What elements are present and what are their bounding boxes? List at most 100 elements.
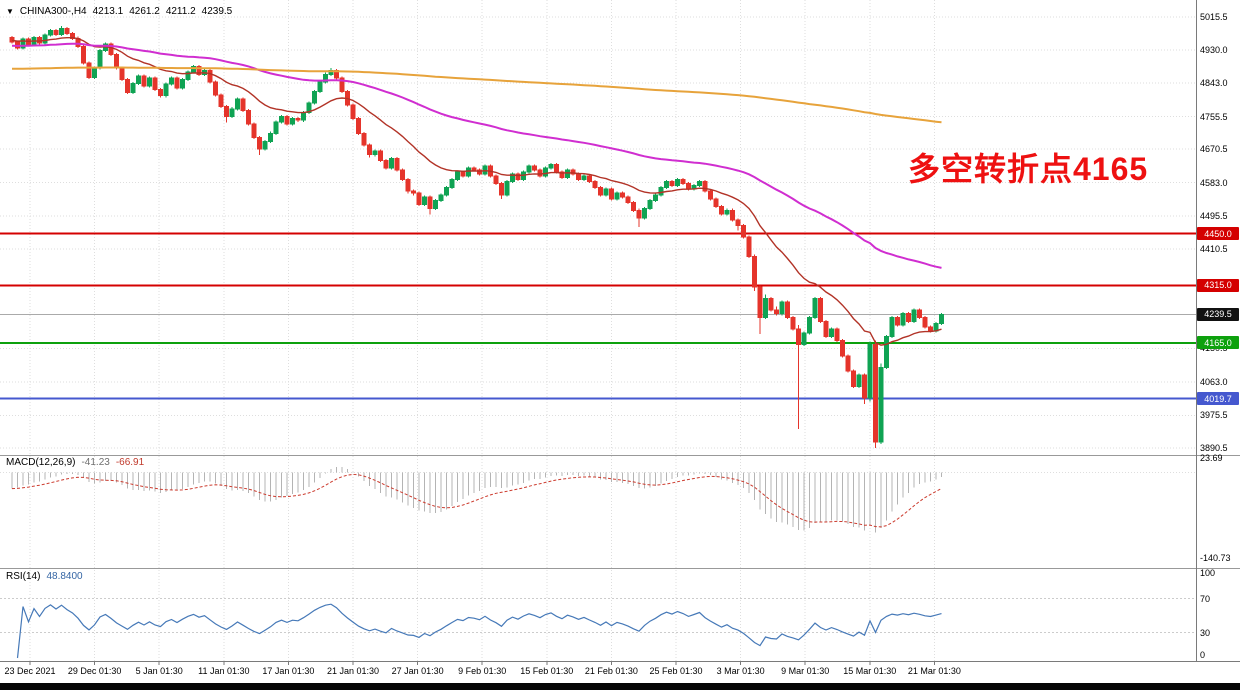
- candle-body: [383, 159, 389, 169]
- candle-body: [130, 82, 136, 94]
- candle-body: [152, 77, 158, 91]
- candle-body: [774, 309, 779, 315]
- time-axis-label: 29 Dec 01:30: [67, 666, 122, 676]
- candle-body: [460, 171, 466, 177]
- rsi-indicator-header: RSI(14) 48.8400: [6, 571, 83, 582]
- candle-body: [213, 81, 218, 96]
- candle-body: [653, 194, 658, 202]
- price-axis-label: 5015.5: [1200, 12, 1228, 22]
- candle-body: [620, 192, 625, 198]
- candle-body: [658, 186, 664, 196]
- rsi-axis-label: 30: [1200, 627, 1211, 638]
- candle-body: [125, 79, 130, 94]
- candle-body: [53, 30, 59, 35]
- candle-body: [598, 186, 603, 196]
- candle-body: [840, 340, 845, 357]
- macd-signal-line: [11, 473, 942, 528]
- candle-body: [455, 171, 460, 181]
- candle-body: [807, 317, 812, 334]
- time-axis-label: 3 Mar 01:30: [716, 666, 765, 676]
- candle-body: [867, 343, 873, 399]
- candle-body: [262, 140, 268, 150]
- candle-body: [114, 53, 119, 69]
- candle-body: [768, 297, 774, 311]
- candle-body: [939, 313, 944, 324]
- candle-body: [664, 181, 669, 188]
- candle-body: [433, 200, 438, 209]
- candle-body: [427, 196, 433, 209]
- price-axis-label: 4843.0: [1200, 78, 1228, 89]
- price-badge-4019.7: 4019.7: [1197, 392, 1239, 405]
- candle-body: [642, 207, 647, 219]
- candle-body: [543, 167, 548, 177]
- candle-body: [42, 34, 48, 44]
- candle-body: [878, 366, 884, 443]
- candle-body: [411, 190, 416, 194]
- price-axis-label: 4670.5: [1200, 144, 1228, 155]
- candle-body: [273, 121, 279, 134]
- chart-ohlc-header: ▼ CHINA300-,H4 4213.1 4261.2 4211.2 4239…: [6, 6, 232, 17]
- candle-body: [438, 194, 444, 202]
- moving-average-fast: [11, 37, 942, 346]
- candle-body: [9, 36, 15, 43]
- price-axis[interactable]: 5015.5 4930.0 4843.0 4755.5 4670.5 4583.0 4495…: [1196, 0, 1240, 661]
- time-axis-label: 21 Feb 01:30: [584, 666, 638, 676]
- candle-body: [466, 167, 471, 177]
- time-axis-label: 17 Jan 01:30: [262, 666, 315, 676]
- candle-body: [713, 198, 719, 207]
- candle-body: [339, 77, 345, 93]
- candle-body: [400, 169, 405, 181]
- time-axis[interactable]: 23 Dec 2021 29 Dec 01:30 5 Jan 01:30 11 Jan…: [0, 661, 1240, 682]
- candle-body: [906, 313, 911, 322]
- ohlc-high-value: 4261.2: [129, 6, 160, 17]
- candle-body: [180, 79, 185, 89]
- candle-body: [669, 181, 675, 186]
- price-badge-4239.5: 4239.5: [1197, 307, 1239, 321]
- candle-body: [757, 286, 763, 319]
- candle-body: [702, 181, 708, 192]
- candle-body: [554, 163, 559, 173]
- candle-body: [873, 343, 878, 443]
- time-axis-label: 15 Mar 01:30: [843, 666, 897, 676]
- bottom-bar[interactable]: [0, 683, 1240, 690]
- ohlc-low-value: 4211.2: [165, 6, 196, 17]
- candle-body: [570, 169, 576, 175]
- candle-body: [169, 77, 174, 85]
- candle-body: [422, 196, 427, 206]
- annotation-text[interactable]: 多空转折点4165: [908, 151, 1149, 187]
- time-axis-label: 9 Feb 01:30: [458, 666, 507, 676]
- candle-body: [922, 317, 928, 328]
- candle-body: [26, 38, 31, 46]
- candle-body: [928, 326, 933, 332]
- candle-body: [900, 313, 906, 326]
- price-axis-label: 4583.0: [1200, 177, 1228, 188]
- candle-body: [372, 150, 378, 156]
- rsi-axis-label: 70: [1200, 593, 1211, 604]
- candle-body: [323, 73, 328, 83]
- candle-body: [834, 328, 840, 342]
- candle-body: [306, 102, 312, 114]
- price-axis-label: 4755.5: [1200, 111, 1228, 122]
- candle-body: [862, 374, 867, 399]
- candle-body: [317, 81, 323, 93]
- candle-body: [697, 181, 702, 186]
- candle-body: [609, 188, 614, 200]
- candle-body: [746, 236, 752, 257]
- candle-body: [686, 182, 691, 190]
- candle-body: [763, 297, 768, 319]
- time-axis-label: 9 Mar 01:30: [781, 666, 830, 676]
- candle-body: [136, 75, 141, 84]
- candle-body: [48, 30, 53, 36]
- moving-average-medium: [11, 42, 942, 269]
- candle-body: [246, 110, 251, 125]
- candle-body: [548, 163, 554, 169]
- symbol-dropdown-icon[interactable]: ▼: [6, 6, 14, 16]
- candle-body: [191, 66, 196, 73]
- candle-body: [444, 186, 449, 196]
- rsi-title: RSI(14): [6, 571, 41, 582]
- candle-body: [196, 66, 202, 75]
- price-axis-label: 4410.5: [1200, 243, 1228, 254]
- rsi-axis-label: 100: [1200, 568, 1216, 578]
